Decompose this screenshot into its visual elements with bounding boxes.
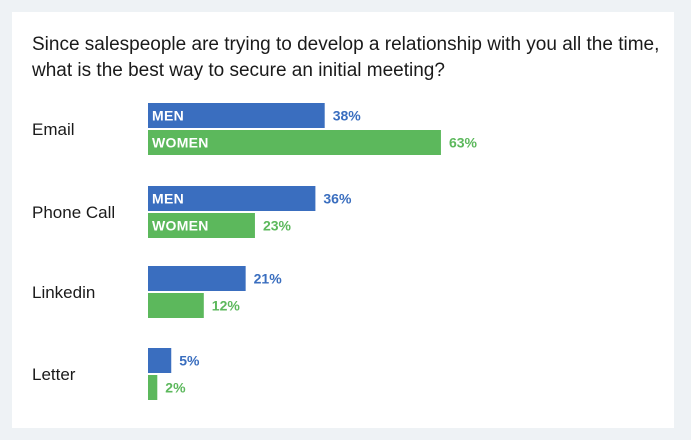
chart-title: Since salespeople are trying to develop … bbox=[32, 34, 660, 81]
bar-phone-call-men bbox=[148, 186, 316, 211]
bar-series-label-email-women: WOMEN bbox=[152, 135, 209, 151]
value-label-phone-call-women: 23% bbox=[263, 218, 292, 234]
value-label-email-women: 63% bbox=[449, 135, 478, 151]
value-label-email-men: 38% bbox=[333, 108, 362, 124]
bar-series-label-phone-call-men: MEN bbox=[152, 191, 184, 207]
value-label-letter-men: 5% bbox=[179, 353, 200, 369]
chart-card: Since salespeople are trying to develop … bbox=[12, 12, 674, 428]
value-label-phone-call-men: 36% bbox=[323, 191, 352, 207]
bar-letter-men bbox=[148, 348, 172, 373]
bar-phone-call-women bbox=[148, 213, 255, 238]
category-label-email: Email bbox=[32, 120, 75, 139]
bar-series-label-phone-call-women: WOMEN bbox=[152, 218, 209, 234]
category-label-letter: Letter bbox=[32, 365, 76, 384]
category-label-linkedin: Linkedin bbox=[32, 283, 95, 302]
bar-linkedin-men bbox=[148, 266, 246, 291]
bar-letter-women bbox=[148, 375, 158, 400]
bar-email-women bbox=[148, 130, 441, 155]
bar-chart: Email MEN 38% WOMEN 63% Phone Call MEN 36% WOMEN… bbox=[32, 103, 478, 400]
category-label-phone-call: Phone Call bbox=[32, 203, 115, 222]
value-label-linkedin-women: 12% bbox=[212, 298, 241, 314]
value-label-letter-women: 2% bbox=[165, 380, 186, 396]
bar-email-men bbox=[148, 103, 325, 128]
bar-series-label-email-men: MEN bbox=[152, 108, 184, 124]
bar-linkedin-women bbox=[148, 293, 204, 318]
value-label-linkedin-men: 21% bbox=[254, 271, 283, 287]
